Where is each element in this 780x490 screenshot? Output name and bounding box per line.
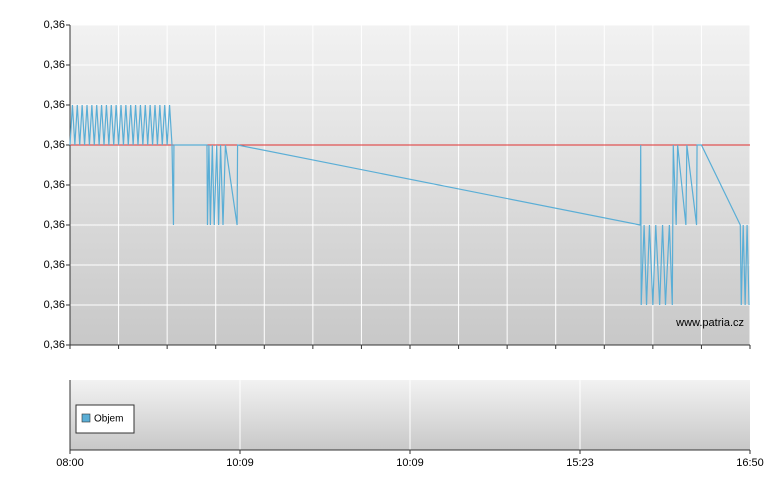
- legend-label: Objem: [94, 414, 123, 425]
- y-tick-label: 0,36: [44, 139, 65, 151]
- x-tick-label: 08:00: [56, 457, 84, 469]
- watermark: www.patria.cz: [675, 317, 744, 329]
- y-tick-label: 0,36: [44, 59, 65, 71]
- price-line: [69, 104, 750, 306]
- x-tick-label: 10:09: [396, 457, 424, 469]
- x-tick-label: 15:23: [566, 457, 594, 469]
- y-tick-label: 0,36: [44, 179, 65, 191]
- y-tick-label: 0,36: [44, 19, 65, 31]
- y-tick-label: 0,36: [44, 99, 65, 111]
- x-tick-label: 10:09: [226, 457, 254, 469]
- legend-swatch: [81, 413, 91, 423]
- y-tick-label: 0,36: [44, 299, 65, 311]
- y-tick-label: 0,36: [44, 219, 65, 231]
- y-tick-label: 0,36: [44, 259, 65, 271]
- x-tick-label: 16:50: [736, 457, 764, 469]
- y-tick-label: 0,36: [44, 339, 65, 351]
